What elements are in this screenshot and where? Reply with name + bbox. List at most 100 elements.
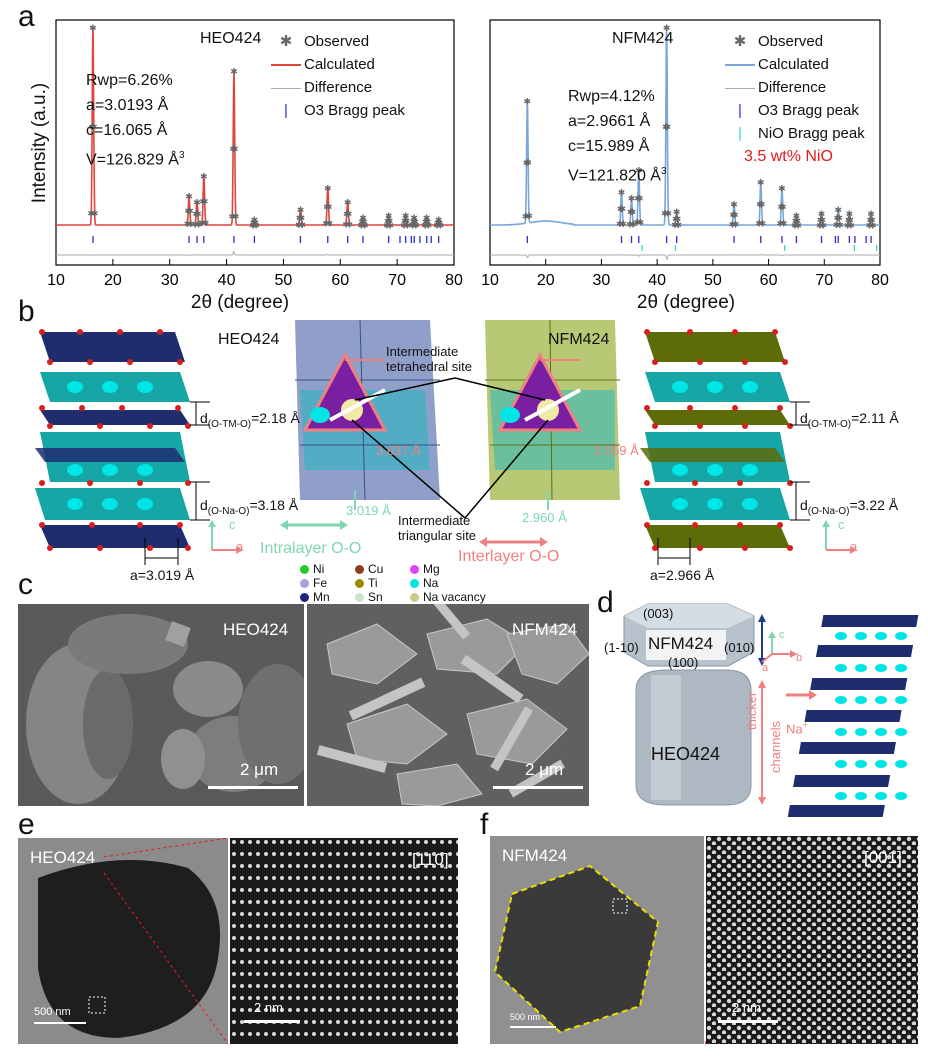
calculated-line: [490, 26, 880, 226]
d-sub: (O-Na-O): [807, 505, 850, 517]
b-axis-c-right: c: [838, 517, 845, 532]
b-oo-left: 3.019 Å: [346, 503, 391, 518]
observed-point: ✱: [401, 216, 409, 226]
legend-na-label: Na: [423, 576, 439, 590]
tem-nfm-scale-bar: [510, 1026, 556, 1028]
observed-point: ✱: [199, 196, 207, 206]
observed-point: ✱: [185, 191, 193, 201]
hrtem-heo-scale-bar: [244, 1020, 300, 1023]
x-axis-label-right: 2θ (degree): [636, 292, 736, 313]
observed-point: ✱: [422, 217, 430, 227]
observed-point: ✱: [867, 209, 875, 219]
observed-point: ✱: [834, 213, 842, 223]
x-tick-label: 30: [161, 272, 179, 289]
observed-point: ✱: [634, 193, 642, 203]
x-tick-label: 50: [704, 272, 722, 289]
observed-point: ✱: [425, 221, 433, 231]
legend-ni-label: Ni: [313, 562, 325, 576]
b-right-d2: d(O-Na-O)=3.22 Å: [800, 497, 898, 517]
legend-calculated: Calculated: [722, 53, 865, 76]
legend-sn-label: Sn: [368, 590, 383, 604]
x-tick-label: 20: [104, 272, 122, 289]
x-tick-label: 40: [218, 272, 236, 289]
d-value: =2.18 Å: [251, 410, 300, 426]
observed-point: ✱: [424, 217, 432, 227]
legend-calculated-label: Calculated: [304, 56, 375, 73]
legend-observed-label: Observed: [758, 33, 824, 50]
na-text: Na: [786, 721, 803, 737]
d-symbol: d: [200, 497, 208, 513]
d-sub: (O-Na-O): [207, 505, 250, 517]
observed-point: ✱: [524, 96, 532, 106]
observed-point: ✱: [673, 207, 681, 217]
legend-ti: Ti: [355, 576, 378, 590]
heo-octahedra: [295, 320, 440, 510]
observed-point: ✱: [88, 122, 96, 132]
observed-point: ✱: [757, 177, 765, 187]
legend-bragg-label: O3 Bragg peak: [304, 102, 405, 119]
calculated-line: [56, 26, 454, 226]
observed-point: ✱: [866, 220, 874, 230]
observed-point: ✱: [835, 213, 843, 223]
chart-frame: [489, 19, 881, 266]
legend-na: Na: [410, 576, 438, 590]
param-v: V=121.820 Å3: [568, 159, 667, 188]
b-inter: Interlayer O-O: [458, 548, 560, 565]
tem-nfm-particle: [490, 836, 704, 1044]
hrtem-image-heo424: [110] 2 nm: [230, 838, 458, 1044]
observed-point: ✱: [326, 219, 334, 229]
observed-point: ✱: [409, 221, 417, 231]
observed-point: ✱: [231, 144, 239, 154]
b-intra: Intralayer O-O: [260, 540, 362, 557]
b-axis-c-left: c: [229, 517, 236, 532]
legend-calculated: Calculated: [268, 53, 405, 76]
observed-point: ✱: [200, 172, 208, 182]
hrtem-nfm-lattice: [706, 836, 918, 1044]
observed-point: ✱: [836, 220, 844, 230]
observed-point: ✱: [834, 205, 842, 215]
observed-point: ✱: [345, 209, 353, 219]
observed-point: ✱: [187, 219, 195, 229]
panel-label-b: b: [18, 295, 35, 328]
xrd-chart-heo424: 10 20 30 40 50 60 70 80✱✱✱✱✱✱✱✱✱✱✱✱✱✱✱✱✱✱✱✱✱✱✱✱…: [47, 19, 463, 289]
tem-image-heo424: HEO424 500 nm: [18, 838, 228, 1044]
observed-point: ✱: [791, 220, 799, 230]
observed-point: ✱: [342, 220, 350, 230]
observed-point: ✱: [777, 202, 785, 212]
observed-point: ✱: [402, 211, 410, 221]
tem-heo-particle: [18, 838, 228, 1044]
b-left-title: HEO424: [218, 331, 280, 348]
axes-right: [822, 520, 857, 554]
hrtem-nfm-scale-text: 2 nm: [732, 1000, 761, 1015]
observed-point: ✱: [360, 217, 368, 227]
observed-point: ✱: [731, 210, 739, 220]
hrtem-heo-scale-text: 2 nm: [254, 1000, 283, 1015]
observed-point: ✱: [730, 199, 738, 209]
observed-point: ✱: [846, 215, 854, 225]
observed-point: ✱: [421, 221, 429, 231]
panel-label-d: d: [597, 586, 614, 619]
observed-point: ✱: [618, 187, 626, 197]
morphology-diagram: [623, 603, 919, 817]
nio-note: 3.5 wt% NiO: [744, 148, 833, 165]
observed-point: ✱: [675, 220, 683, 230]
observed-point: ✱: [252, 218, 260, 228]
chart-heo-params: Rwp=6.26% a=3.0193 Å c=16.065 Å V=126.82…: [86, 68, 185, 172]
sem-nfm-scale-bar: [493, 786, 583, 789]
legend-difference: Difference: [722, 76, 865, 99]
observed-point: ✱: [665, 209, 673, 219]
d-axis-b: b: [796, 652, 803, 664]
chart-frame: [55, 19, 455, 266]
param-a: a=3.0193 Å: [86, 97, 169, 114]
panel-label-e: e: [18, 808, 35, 841]
observed-point: ✱: [91, 209, 99, 219]
crystal-structures: [35, 320, 857, 565]
x-tick-label: 30: [593, 272, 611, 289]
param-c: c=16.065 Å: [86, 122, 168, 139]
param-v-sup: 3: [178, 150, 185, 161]
legend-mg: Mg: [410, 562, 440, 576]
observed-point: ✱: [816, 220, 824, 230]
x-tick-label: 50: [275, 272, 293, 289]
observed-point: ✱: [322, 219, 330, 229]
tem-nfm-scale-text: 500 nm: [510, 1012, 541, 1022]
